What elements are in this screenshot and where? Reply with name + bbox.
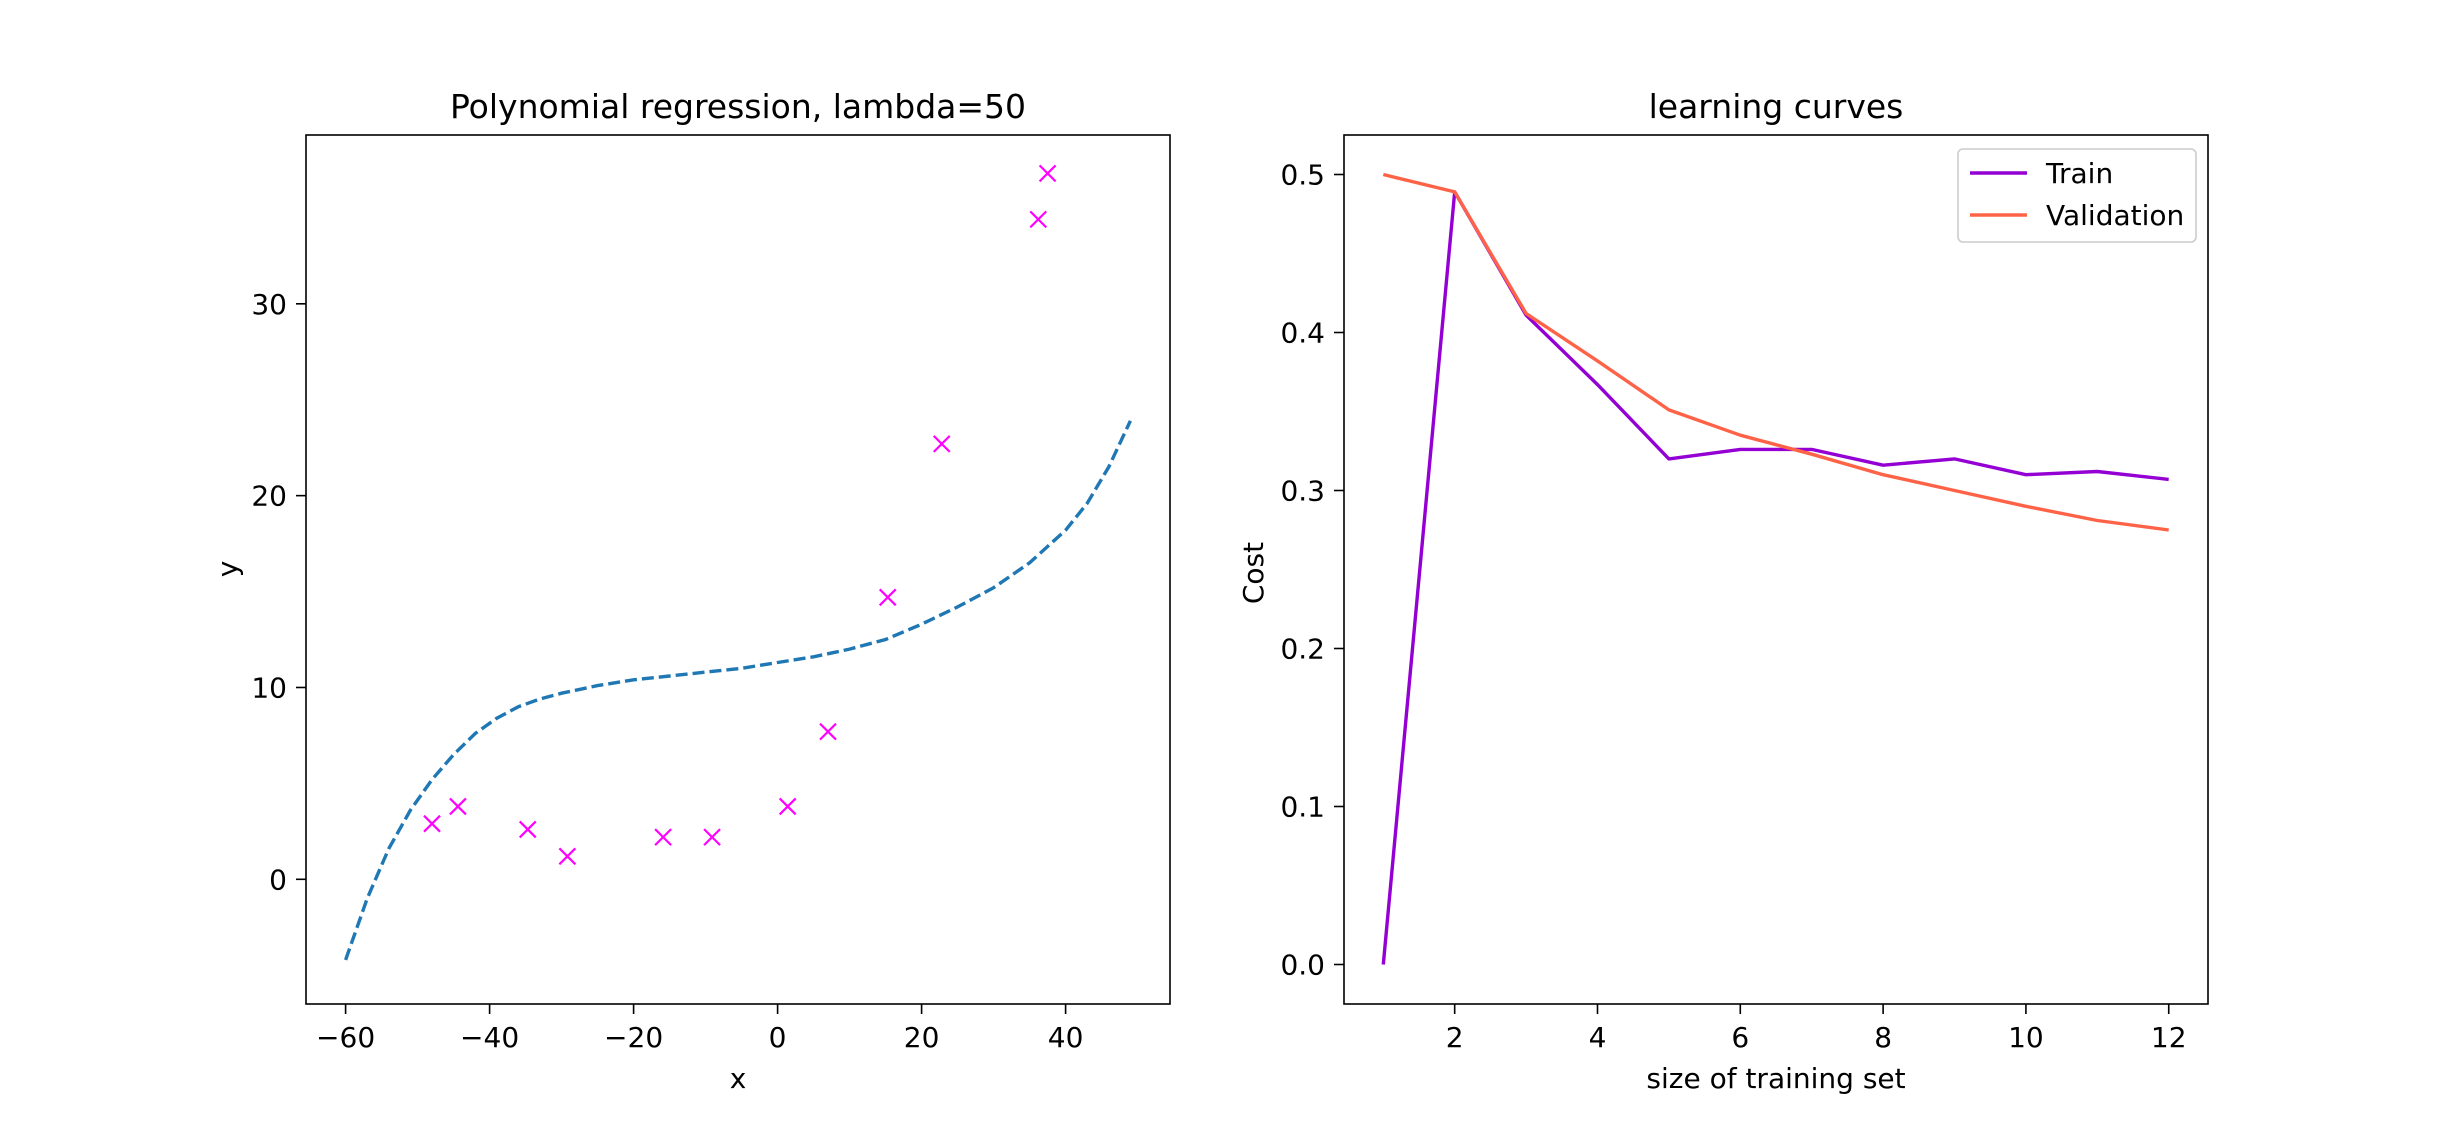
learning-curves-title: learning curves: [1649, 87, 1904, 126]
regression-x-tick-label: 0: [769, 1021, 787, 1054]
data-point-stroke: [654, 828, 672, 846]
data-point: [819, 722, 837, 741]
data-point: [558, 847, 577, 866]
learning-curves-y-tick-label: 0.3: [1280, 475, 1325, 508]
data-point-stroke: [558, 847, 577, 866]
data-point: [449, 797, 467, 816]
data-point-stroke: [1038, 164, 1057, 183]
learning-curves-y-axis-label: Cost: [1237, 542, 1270, 604]
data-point-stroke: [819, 722, 837, 741]
learning-curves-y-ticks: 0.0 0.1 0.2 0.3 0.4 0.5: [1280, 159, 1344, 982]
learning-curves-x-tick-label: 12: [2151, 1021, 2187, 1054]
regression-x-tick-label: 20: [904, 1021, 940, 1054]
learning-curves-panel: 2 4 6 8 10 12 0.0 0.1 0.2 0.3 0.4 0.5 learning cur…: [1237, 87, 2209, 1095]
data-point: [778, 797, 797, 816]
series-line-validation: [1382, 172, 2169, 532]
learning-curves-x-tick-label: 2: [1446, 1021, 1464, 1054]
data-point: [878, 588, 897, 607]
learning-curves-y-tick-label: 0.4: [1280, 317, 1325, 350]
data-point: [518, 820, 537, 839]
data-point-stroke: [449, 797, 467, 816]
regression-x-tick-label: −20: [604, 1021, 663, 1054]
regression-y-tick-label: 0: [269, 863, 287, 896]
learning-curves-x-ticks: 2 4 6 8 10 12: [1446, 1004, 2187, 1054]
learning-curves-x-tick-label: 8: [1874, 1021, 1892, 1054]
data-point-stroke: [878, 588, 897, 607]
regression-y-axis-label: y: [211, 561, 244, 578]
data-point-stroke: [932, 435, 951, 453]
learning-curves-y-tick-label: 0.1: [1280, 791, 1325, 824]
regression-title: Polynomial regression, lambda=50: [450, 87, 1026, 126]
learning-curves-plot-area: [1344, 135, 2208, 1004]
data-point: [423, 814, 441, 833]
learning-curves-x-tick-label: 10: [2008, 1021, 2044, 1054]
data-point: [1038, 164, 1057, 183]
regression-y-tick-label: 10: [251, 671, 287, 704]
learning-curves-x-axis-label: size of training set: [1646, 1062, 1905, 1095]
regression-panel: −60 −40 −20 0 20 40 0 10 20 30 Polynomial regres…: [211, 87, 1171, 1095]
legend: Train Validation: [1957, 148, 2197, 243]
legend-validation-label: Validation: [2046, 199, 2184, 232]
regression-x-ticks: −60 −40 −20 0 20 40: [316, 1004, 1083, 1054]
data-point-stroke: [703, 828, 721, 846]
learning-curves-y-tick-label: 0.5: [1280, 159, 1325, 192]
regression-plot-area: [306, 135, 1170, 1004]
training-points-layer: [423, 164, 1057, 866]
learning-curves-axes-frame: [1343, 134, 2209, 1005]
regression-x-tick-label: 40: [1048, 1021, 1084, 1054]
data-point-stroke: [778, 797, 797, 816]
regression-y-ticks: 0 10 20 30: [251, 288, 306, 896]
regression-y-tick-label: 30: [251, 288, 287, 321]
data-point-stroke: [1029, 210, 1048, 229]
learning-curves-y-tick-label: 0.2: [1280, 633, 1325, 666]
data-point: [654, 828, 672, 846]
regression-axes-frame: [305, 134, 1171, 1005]
regression-x-tick-label: −40: [460, 1021, 519, 1054]
regression-x-tick-label: −60: [316, 1021, 375, 1054]
data-point: [932, 435, 951, 453]
data-point-stroke: [518, 820, 537, 839]
data-point: [703, 828, 721, 846]
learning-curves-lines-layer: [1381, 172, 2169, 965]
data-point: [1029, 210, 1048, 229]
learning-curves-x-tick-label: 4: [1589, 1021, 1607, 1054]
regression-y-tick-label: 20: [251, 480, 287, 513]
data-point-stroke: [423, 814, 441, 833]
learning-curves-y-tick-label: 0.0: [1280, 949, 1325, 982]
legend-train-label: Train: [2045, 157, 2113, 190]
learning-curves-x-tick-label: 6: [1731, 1021, 1749, 1054]
regression-x-axis-label: x: [730, 1062, 747, 1095]
